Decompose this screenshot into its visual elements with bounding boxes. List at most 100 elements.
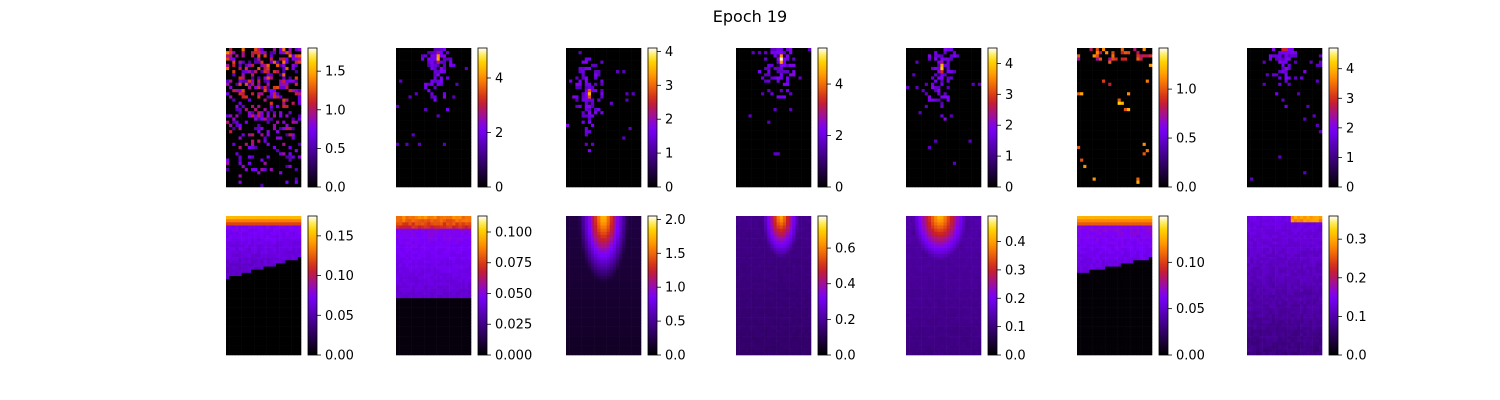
heatmap-cell bbox=[424, 98, 428, 103]
heatmap-cell bbox=[458, 133, 462, 137]
heatmap-cell bbox=[464, 66, 469, 71]
heatmap-cell bbox=[464, 136, 469, 140]
heatmap-cell bbox=[971, 104, 976, 109]
heatmap-cell bbox=[467, 114, 472, 118]
heatmap-cell bbox=[452, 108, 456, 112]
heatmap-cell bbox=[952, 108, 957, 112]
heatmap-cell bbox=[764, 174, 768, 178]
heatmap-cell bbox=[408, 54, 412, 58]
heatmap-cell bbox=[446, 155, 450, 159]
heatmap-cell bbox=[622, 98, 626, 103]
heatmap-cell bbox=[789, 183, 793, 188]
heatmap-cell bbox=[770, 123, 774, 128]
heatmap-cell bbox=[594, 136, 598, 140]
heatmap-cell bbox=[628, 161, 632, 166]
heatmap-cell bbox=[798, 76, 802, 80]
heatmap-cell bbox=[241, 155, 246, 159]
heatmap-cell bbox=[247, 79, 252, 84]
heatmap-cell bbox=[566, 85, 570, 90]
heatmap-cell bbox=[792, 63, 796, 68]
heatmap-cell bbox=[442, 63, 447, 68]
heatmap-cell bbox=[452, 51, 456, 55]
heatmap-cell bbox=[405, 82, 409, 87]
heatmap-cell bbox=[937, 95, 941, 99]
heatmap-cell bbox=[247, 54, 252, 58]
heatmap-cell bbox=[272, 149, 277, 153]
heatmap-cell bbox=[405, 117, 409, 121]
heatmap-cell bbox=[581, 54, 586, 58]
heatmap-cell bbox=[408, 183, 412, 188]
heatmap-cell bbox=[405, 108, 409, 112]
heatmap-cell bbox=[603, 89, 607, 93]
heatmap-cell bbox=[597, 85, 601, 90]
heatmap-cell bbox=[748, 136, 752, 140]
heatmap-cell bbox=[254, 73, 258, 77]
heatmap-cell bbox=[272, 95, 277, 99]
heatmap-cell bbox=[748, 82, 752, 87]
heatmap-cell bbox=[807, 168, 812, 172]
heatmap-cell bbox=[962, 126, 966, 131]
heatmap-cell bbox=[616, 114, 620, 118]
heatmap-cell bbox=[977, 136, 982, 140]
heatmap-cell bbox=[789, 139, 793, 144]
heatmap-cell bbox=[940, 114, 944, 118]
heatmap-cell bbox=[402, 85, 406, 90]
heatmap-cell bbox=[909, 123, 913, 128]
heatmap-cell bbox=[399, 51, 403, 55]
heatmap-cell bbox=[260, 104, 264, 109]
heatmap-cell bbox=[634, 123, 639, 128]
heatmap-cell bbox=[411, 89, 416, 93]
heatmap-cell bbox=[965, 120, 969, 125]
heatmap-cell bbox=[628, 73, 632, 77]
heatmap-cell bbox=[430, 76, 434, 80]
heatmap-cell bbox=[745, 123, 749, 128]
heatmap-cell bbox=[603, 82, 607, 87]
heatmap-cell bbox=[399, 85, 403, 90]
heatmap-cell bbox=[977, 60, 982, 65]
heatmap-cell bbox=[269, 117, 274, 121]
heatmap-cell bbox=[634, 152, 639, 156]
heatmap-cell bbox=[241, 95, 246, 99]
heatmap-cell bbox=[767, 51, 771, 55]
heatmap-cell bbox=[927, 63, 932, 68]
heatmap-cell bbox=[269, 111, 274, 115]
heatmap-cell bbox=[263, 76, 267, 80]
heatmap-cell bbox=[937, 126, 941, 131]
heatmap-cell bbox=[269, 82, 274, 87]
heatmap-cell bbox=[285, 76, 289, 80]
heatmap-cell bbox=[244, 171, 249, 175]
heatmap-cell bbox=[575, 104, 579, 109]
heatmap-cell bbox=[566, 108, 570, 112]
heatmap-cell bbox=[625, 171, 629, 175]
heatmap-cell bbox=[959, 82, 963, 87]
heatmap-cell bbox=[609, 183, 614, 188]
heatmap-cell bbox=[956, 114, 960, 118]
heatmap-cell bbox=[427, 89, 431, 93]
heatmap-cell bbox=[417, 66, 422, 71]
heatmap-cell bbox=[257, 63, 261, 68]
heatmap-cell bbox=[612, 117, 617, 121]
heatmap-cell bbox=[912, 79, 916, 84]
heatmap-cell bbox=[408, 123, 412, 128]
heatmap-cell bbox=[921, 66, 926, 71]
heatmap-cell bbox=[455, 63, 459, 68]
heatmap-cell bbox=[909, 126, 913, 131]
heatmap-cell bbox=[294, 120, 299, 125]
heatmap-cell bbox=[927, 73, 932, 77]
heatmap-cell bbox=[807, 123, 812, 128]
heatmap-cell bbox=[600, 126, 604, 131]
heatmap-cell bbox=[974, 89, 979, 93]
heatmap-cell bbox=[452, 136, 456, 140]
heatmap-cell bbox=[637, 104, 642, 109]
heatmap-cell bbox=[631, 164, 636, 169]
heatmap-cell bbox=[937, 111, 941, 115]
heatmap-cell bbox=[263, 95, 267, 99]
heatmap-cell bbox=[974, 98, 979, 103]
heatmap-cell bbox=[288, 51, 292, 55]
heatmap-cell bbox=[408, 177, 412, 181]
heatmap-cell bbox=[619, 114, 623, 118]
heatmap-cell bbox=[807, 161, 812, 166]
heatmap-cell bbox=[804, 168, 809, 172]
heatmap-cell bbox=[581, 149, 586, 153]
heatmap-cell bbox=[455, 66, 459, 71]
